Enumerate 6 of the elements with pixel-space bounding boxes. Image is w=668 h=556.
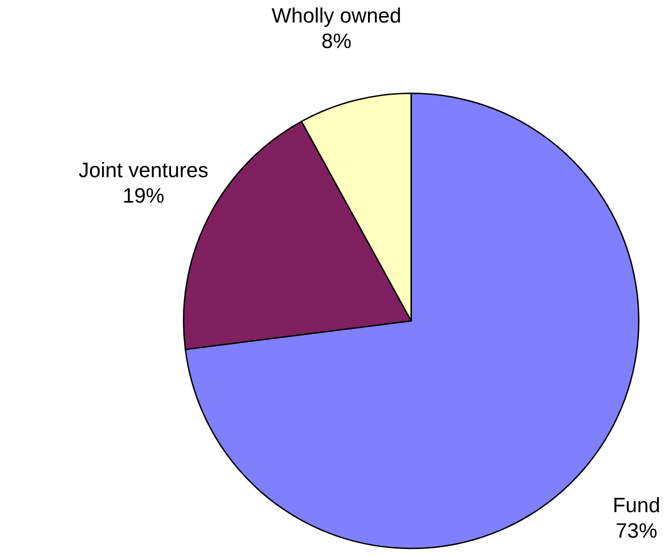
data-label: 8%: [322, 33, 351, 48]
data-label: 19%: [124, 188, 164, 203]
slice-label: Wholly owned: [272, 7, 400, 27]
slice-label: Fund: [614, 497, 659, 512]
data-label: 73%: [616, 523, 657, 538]
slice-label: Joint ventures: [78, 162, 208, 178]
